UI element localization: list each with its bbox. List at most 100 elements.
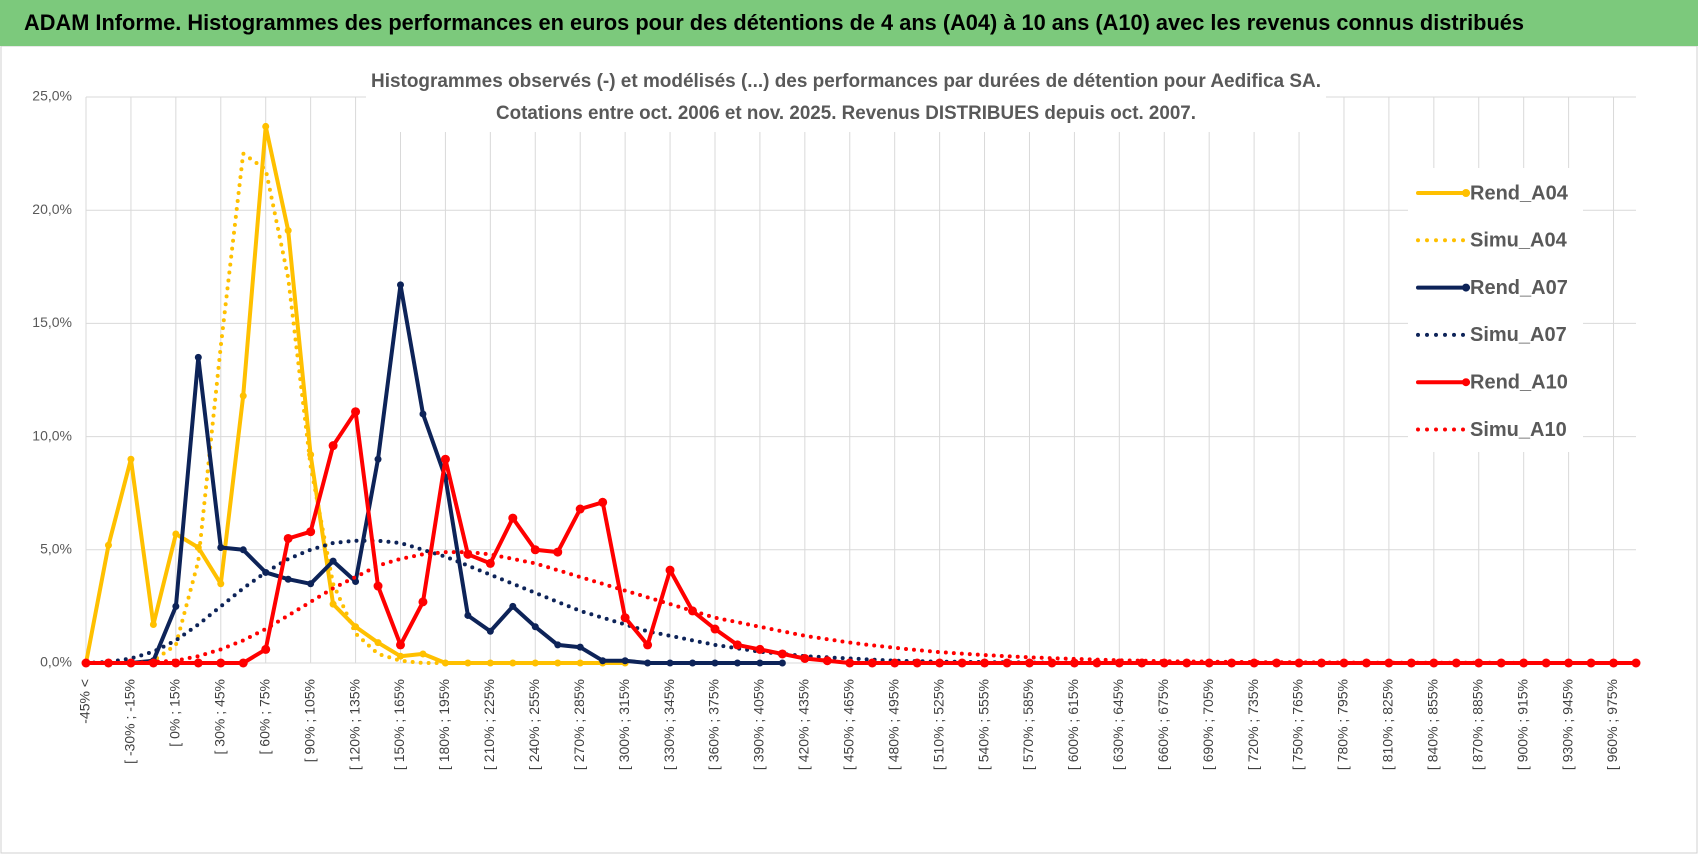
x-tick-label: [ 420% ; 435% [796,679,812,770]
data-point [509,659,517,667]
y-tick-label: 15,0% [32,314,72,330]
data-point [845,658,855,668]
data-point [418,597,428,607]
data-point [464,611,472,619]
data-point [1609,658,1619,668]
x-tick-label: [ 360% ; 375% [706,679,722,770]
legend: Rend_A04 Simu_A04 Rend_A07 Simu_A07 Rend_A10… [1408,168,1583,452]
legend-marker [1462,189,1470,197]
data-point [149,621,157,629]
data-point [620,613,630,623]
y-tick-label: 0,0% [40,654,72,670]
legend-label: Simu_A07 [1470,324,1567,346]
data-point [486,627,494,635]
x-tick-label: [ 600% ; 615% [1065,679,1081,770]
data-point [193,658,203,668]
data-point [509,602,517,610]
data-point [575,504,585,514]
data-point [1519,658,1529,668]
x-tick-label: [ 390% ; 405% [751,679,767,770]
data-point [755,644,765,654]
x-tick-label: [ 210% ; 225% [481,679,497,770]
x-tick-label: [ 900% ; 915% [1514,679,1530,770]
x-tick-label: [ 930% ; 945% [1559,679,1575,770]
x-tick-label: [ 510% ; 525% [930,679,946,770]
data-point [800,653,810,663]
x-tick-label: [ 120% ; 135% [346,679,362,770]
x-tick-label: [ 570% ; 585% [1020,679,1036,770]
x-tick-label: [ 450% ; 465% [840,679,856,770]
data-point [666,659,674,667]
title-bg [366,66,1326,132]
x-tick-label: [ 300% ; 315% [616,679,632,770]
x-tick-label: [ 870% ; 885% [1469,679,1485,770]
data-point [553,547,563,557]
data-point [216,658,226,668]
data-point [508,513,518,523]
data-point [307,451,315,459]
data-point [531,623,539,631]
data-point [1631,658,1641,668]
data-point [352,577,360,585]
series-line [84,151,628,665]
legend-marker [1462,378,1470,387]
data-point [957,658,967,668]
x-tick-label: [ 750% ; 765% [1290,679,1306,770]
legend-label: Simu_A04 [1470,230,1568,252]
x-tick-label: [ 660% ; 675% [1155,679,1171,770]
data-point [419,650,427,658]
x-tick-label: [ 720% ; 735% [1245,679,1261,770]
data-point [172,602,180,610]
data-point [127,455,135,463]
x-tick-label: -45% < [77,679,93,724]
y-tick-label: 5,0% [40,541,72,557]
data-point [711,659,719,667]
data-point [1384,658,1394,668]
x-tick-label: [ 960% ; 975% [1604,679,1620,770]
legend-label: Rend_A10 [1470,371,1568,393]
data-point [283,533,293,543]
data-point [440,454,450,464]
header-title: ADAM Informe. Histogrammes des performan… [24,10,1524,35]
data-point [599,657,607,665]
x-tick-label: [ 630% ; 645% [1110,679,1126,770]
x-tick-label: [ 690% ; 705% [1200,679,1216,770]
data-point [1024,658,1034,668]
data-point [217,544,225,552]
data-point [554,641,562,649]
data-point [396,652,404,660]
data-point [485,558,495,568]
data-point [328,441,338,451]
data-point [777,649,787,659]
data-point [890,658,900,668]
x-tick-label: [ 270% ; 285% [571,679,587,770]
x-tick-label: [ -30% ; -15% [122,679,138,764]
data-point [576,643,584,651]
data-point [239,546,247,554]
data-point [643,640,653,650]
data-point [530,545,540,555]
x-tick-label: [ 180% ; 195% [436,679,452,770]
data-point [1474,658,1484,668]
x-tick-label: [ 90% ; 105% [301,679,317,762]
data-point [710,624,720,634]
legend-label: Rend_A04 [1470,182,1569,204]
data-point [822,656,832,666]
x-tick-label: [ 540% ; 555% [975,679,991,770]
data-point [307,580,315,588]
data-point [778,659,786,667]
header-bar [0,0,1698,46]
data-point [689,659,697,667]
x-tick-label: [ 240% ; 255% [526,679,542,770]
data-point [665,565,675,575]
data-point [262,122,270,130]
data-point [374,639,382,647]
data-point [172,530,180,538]
x-tick-label: [ 0% ; 15% [167,679,183,747]
chart-title: Histogrammes observés (-) et modélisés (… [371,71,1321,92]
data-point [1047,658,1057,668]
data-point [126,658,136,668]
data-point [867,658,877,668]
x-tick-label: [ 60% ; 75% [256,679,272,755]
